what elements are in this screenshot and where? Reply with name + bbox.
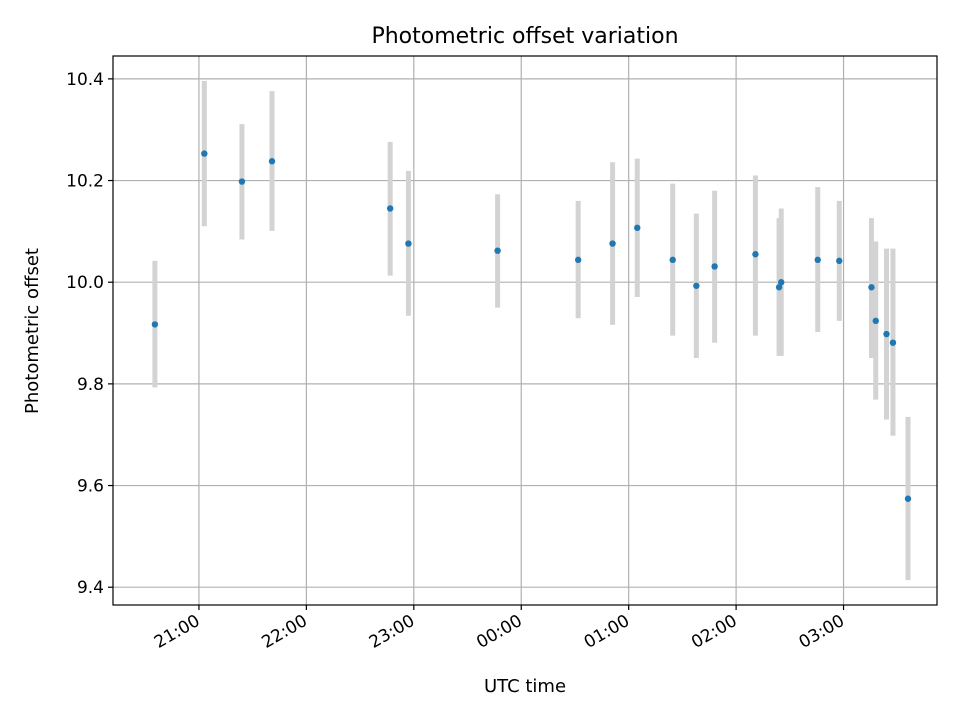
data-point (268, 158, 276, 165)
y-tick-label: 10.4 (66, 70, 104, 90)
data-points (151, 150, 912, 502)
data-point (238, 178, 246, 185)
y-axis-ticks: 9.4 9.6 9.8 10.0 10.2 10.4 (66, 70, 113, 598)
data-point (386, 205, 394, 212)
data-point (405, 240, 412, 247)
data-point (669, 256, 676, 264)
data-point (609, 240, 616, 247)
data-point (775, 284, 783, 291)
data-point (151, 321, 159, 328)
data-point (494, 247, 501, 254)
y-tick-label: 9.6 (77, 477, 104, 497)
data-point (868, 284, 875, 291)
y-tick-label: 10.2 (66, 172, 104, 192)
y-tick-label: 10.0 (66, 273, 104, 293)
data-point (752, 251, 759, 258)
y-axis-label: Photometric offset (22, 248, 43, 414)
chart-title: Photometric offset variation (371, 24, 678, 49)
y-tick-label: 9.4 (77, 578, 104, 598)
data-point (836, 257, 843, 265)
plot-frame (112, 55, 938, 606)
data-point (574, 256, 582, 264)
data-point (872, 317, 879, 325)
data-point (634, 224, 641, 232)
data-point (883, 330, 890, 338)
data-point (778, 279, 785, 286)
grid-lines (113, 56, 937, 605)
data-point (711, 263, 718, 270)
data-point (904, 495, 912, 502)
data-point (889, 339, 897, 346)
data-point (201, 150, 208, 157)
y-tick-label: 9.8 (77, 375, 104, 395)
x-axis-label: UTC time (484, 676, 566, 697)
data-point (814, 256, 821, 264)
data-point (693, 282, 700, 289)
